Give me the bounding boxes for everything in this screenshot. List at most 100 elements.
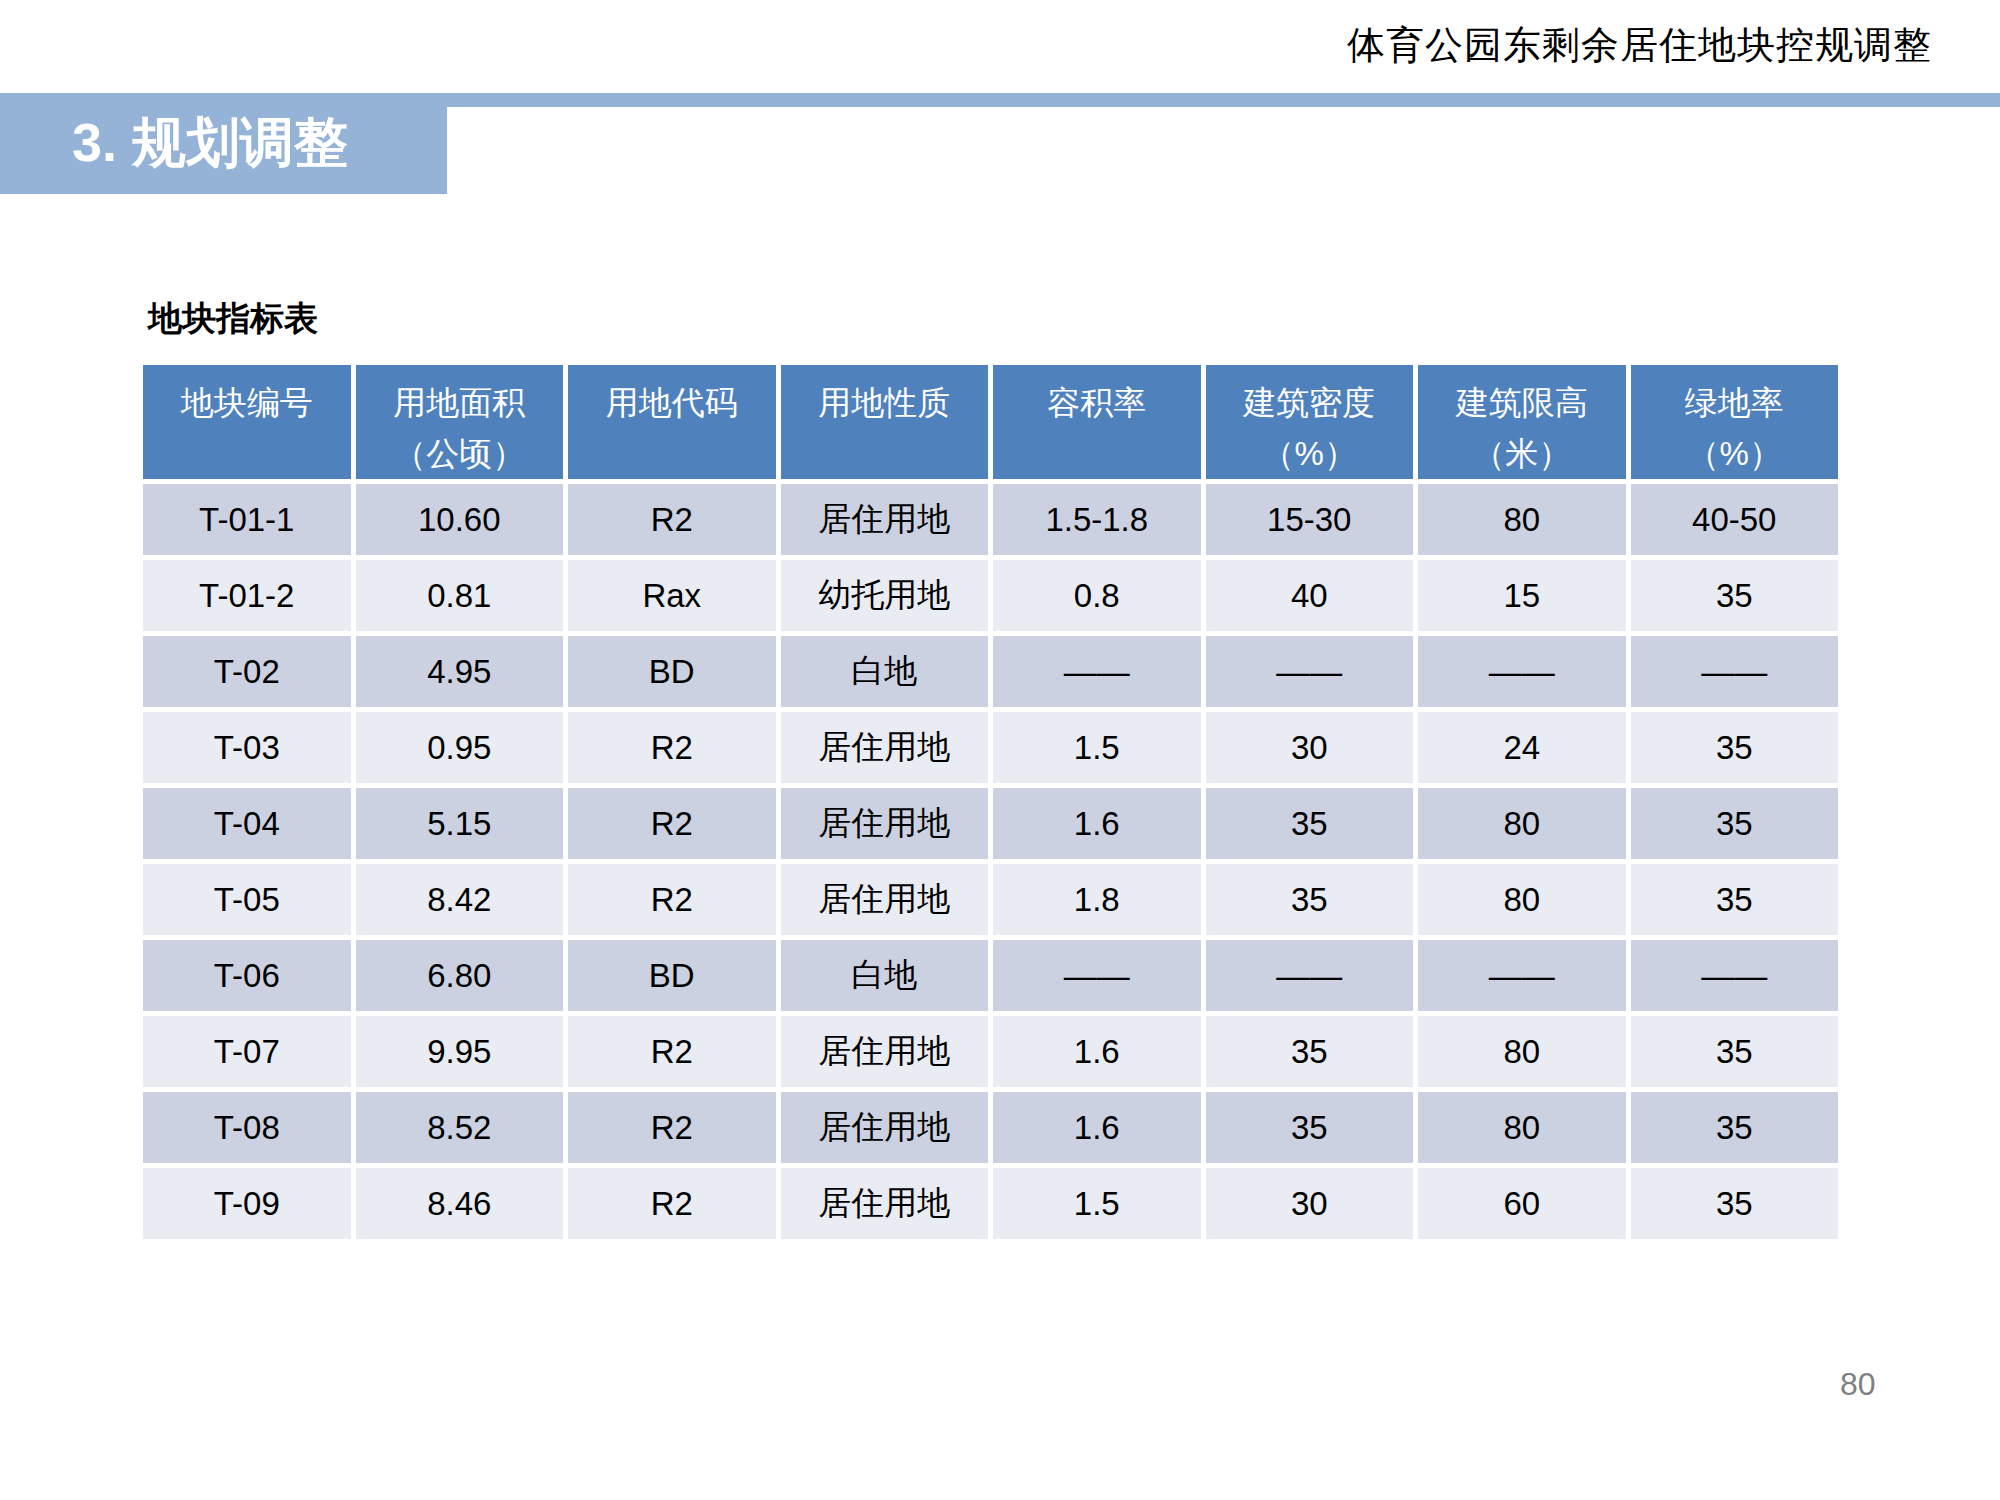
column-header: 建筑限高（米） <box>1418 365 1626 479</box>
table-cell: —— <box>993 940 1201 1011</box>
table-cell: 5.15 <box>356 788 564 859</box>
table-cell: 35 <box>1631 712 1839 783</box>
table-row: T-01-110.60R2居住用地1.5-1.815-308040-50 <box>143 484 1838 555</box>
table-cell: —— <box>1206 940 1414 1011</box>
table-cell: R2 <box>568 712 776 783</box>
table-cell: 35 <box>1631 1168 1839 1239</box>
table-cell: 35 <box>1631 788 1839 859</box>
column-header: 建筑密度（%） <box>1206 365 1414 479</box>
table-cell: 35 <box>1206 788 1414 859</box>
table-cell: 0.81 <box>356 560 564 631</box>
table-cell: 15-30 <box>1206 484 1414 555</box>
table-row: T-079.95R2居住用地1.6358035 <box>143 1016 1838 1087</box>
table-cell: —— <box>1631 940 1839 1011</box>
table-cell: 0.95 <box>356 712 564 783</box>
table-cell: R2 <box>568 1092 776 1163</box>
table-cell: 10.60 <box>356 484 564 555</box>
table-cell: 80 <box>1418 1016 1626 1087</box>
column-header: 用地性质 <box>781 365 989 479</box>
table-cell: 1.5-1.8 <box>993 484 1201 555</box>
table-cell: 居住用地 <box>781 1168 989 1239</box>
table-title: 地块指标表 <box>148 296 318 342</box>
slide-title: 体育公园东剩余居住地块控规调整 <box>1347 20 1932 71</box>
table-cell: 35 <box>1631 864 1839 935</box>
table-row: T-066.80BD白地———————— <box>143 940 1838 1011</box>
table-cell: T-08 <box>143 1092 351 1163</box>
table-cell: 6.80 <box>356 940 564 1011</box>
table-cell: 35 <box>1206 1016 1414 1087</box>
section-banner: 3. 规划调整 <box>0 93 447 194</box>
table-cell: 居住用地 <box>781 484 989 555</box>
table-cell: R2 <box>568 1168 776 1239</box>
table-cell: 0.8 <box>993 560 1201 631</box>
table-cell: T-07 <box>143 1016 351 1087</box>
column-header: 容积率 <box>993 365 1201 479</box>
table-cell: 1.6 <box>993 788 1201 859</box>
table-cell: 35 <box>1206 864 1414 935</box>
table-cell: 80 <box>1418 864 1626 935</box>
table-cell: 幼托用地 <box>781 560 989 631</box>
table-cell: 8.46 <box>356 1168 564 1239</box>
table-cell: 8.42 <box>356 864 564 935</box>
table-cell: 35 <box>1631 1016 1839 1087</box>
table-cell: 居住用地 <box>781 1092 989 1163</box>
table-cell: 居住用地 <box>781 788 989 859</box>
table-cell: 1.5 <box>993 1168 1201 1239</box>
table-cell: BD <box>568 636 776 707</box>
table-cell: —— <box>1206 636 1414 707</box>
table-cell: T-03 <box>143 712 351 783</box>
table-cell: 1.6 <box>993 1092 1201 1163</box>
table-cell: —— <box>1418 940 1626 1011</box>
table-body: T-01-110.60R2居住用地1.5-1.815-308040-50T-01… <box>143 484 1838 1239</box>
table-row: T-045.15R2居住用地1.6358035 <box>143 788 1838 859</box>
table-cell: T-01-1 <box>143 484 351 555</box>
section-title: 3. 规划调整 <box>0 107 348 180</box>
table-cell: 居住用地 <box>781 712 989 783</box>
column-header: 绿地率（%） <box>1631 365 1839 479</box>
table-cell: 居住用地 <box>781 864 989 935</box>
table-cell: 15 <box>1418 560 1626 631</box>
table-row: T-058.42R2居住用地1.8358035 <box>143 864 1838 935</box>
table-header-row: 地块编号用地面积（公顷）用地代码用地性质容积率建筑密度（%）建筑限高（米）绿地率… <box>143 365 1838 479</box>
table-row: T-098.46R2居住用地1.5306035 <box>143 1168 1838 1239</box>
table-cell: 1.8 <box>993 864 1201 935</box>
table-cell: R2 <box>568 484 776 555</box>
table-row: T-030.95R2居住用地1.5302435 <box>143 712 1838 783</box>
table-cell: T-04 <box>143 788 351 859</box>
table-cell: 35 <box>1631 560 1839 631</box>
table-cell: 35 <box>1206 1092 1414 1163</box>
table-cell: 1.5 <box>993 712 1201 783</box>
table-row: T-024.95BD白地———————— <box>143 636 1838 707</box>
table-cell: 80 <box>1418 484 1626 555</box>
table-cell: 4.95 <box>356 636 564 707</box>
table-row: T-01-20.81Rax幼托用地0.8401535 <box>143 560 1838 631</box>
table-cell: 白地 <box>781 940 989 1011</box>
table-cell: 80 <box>1418 788 1626 859</box>
table-cell: 24 <box>1418 712 1626 783</box>
table-cell: 白地 <box>781 636 989 707</box>
table-cell: R2 <box>568 864 776 935</box>
table-cell: 60 <box>1418 1168 1626 1239</box>
table-cell: —— <box>993 636 1201 707</box>
table-cell: 30 <box>1206 712 1414 783</box>
table-cell: 9.95 <box>356 1016 564 1087</box>
table-row: T-088.52R2居住用地1.6358035 <box>143 1092 1838 1163</box>
table-cell: —— <box>1631 636 1839 707</box>
table-cell: 30 <box>1206 1168 1414 1239</box>
table-cell: —— <box>1418 636 1626 707</box>
table-cell: T-09 <box>143 1168 351 1239</box>
table-cell: Rax <box>568 560 776 631</box>
table-cell: BD <box>568 940 776 1011</box>
table-cell: R2 <box>568 1016 776 1087</box>
plot-indicators-table: 地块编号用地面积（公顷）用地代码用地性质容积率建筑密度（%）建筑限高（米）绿地率… <box>138 360 1843 1244</box>
table-cell: 40-50 <box>1631 484 1839 555</box>
column-header: 用地代码 <box>568 365 776 479</box>
table-cell: T-01-2 <box>143 560 351 631</box>
table-cell: 35 <box>1631 1092 1839 1163</box>
table-cell: R2 <box>568 788 776 859</box>
table-cell: 40 <box>1206 560 1414 631</box>
table-cell: 8.52 <box>356 1092 564 1163</box>
column-header: 地块编号 <box>143 365 351 479</box>
table-cell: T-06 <box>143 940 351 1011</box>
column-header: 用地面积（公顷） <box>356 365 564 479</box>
